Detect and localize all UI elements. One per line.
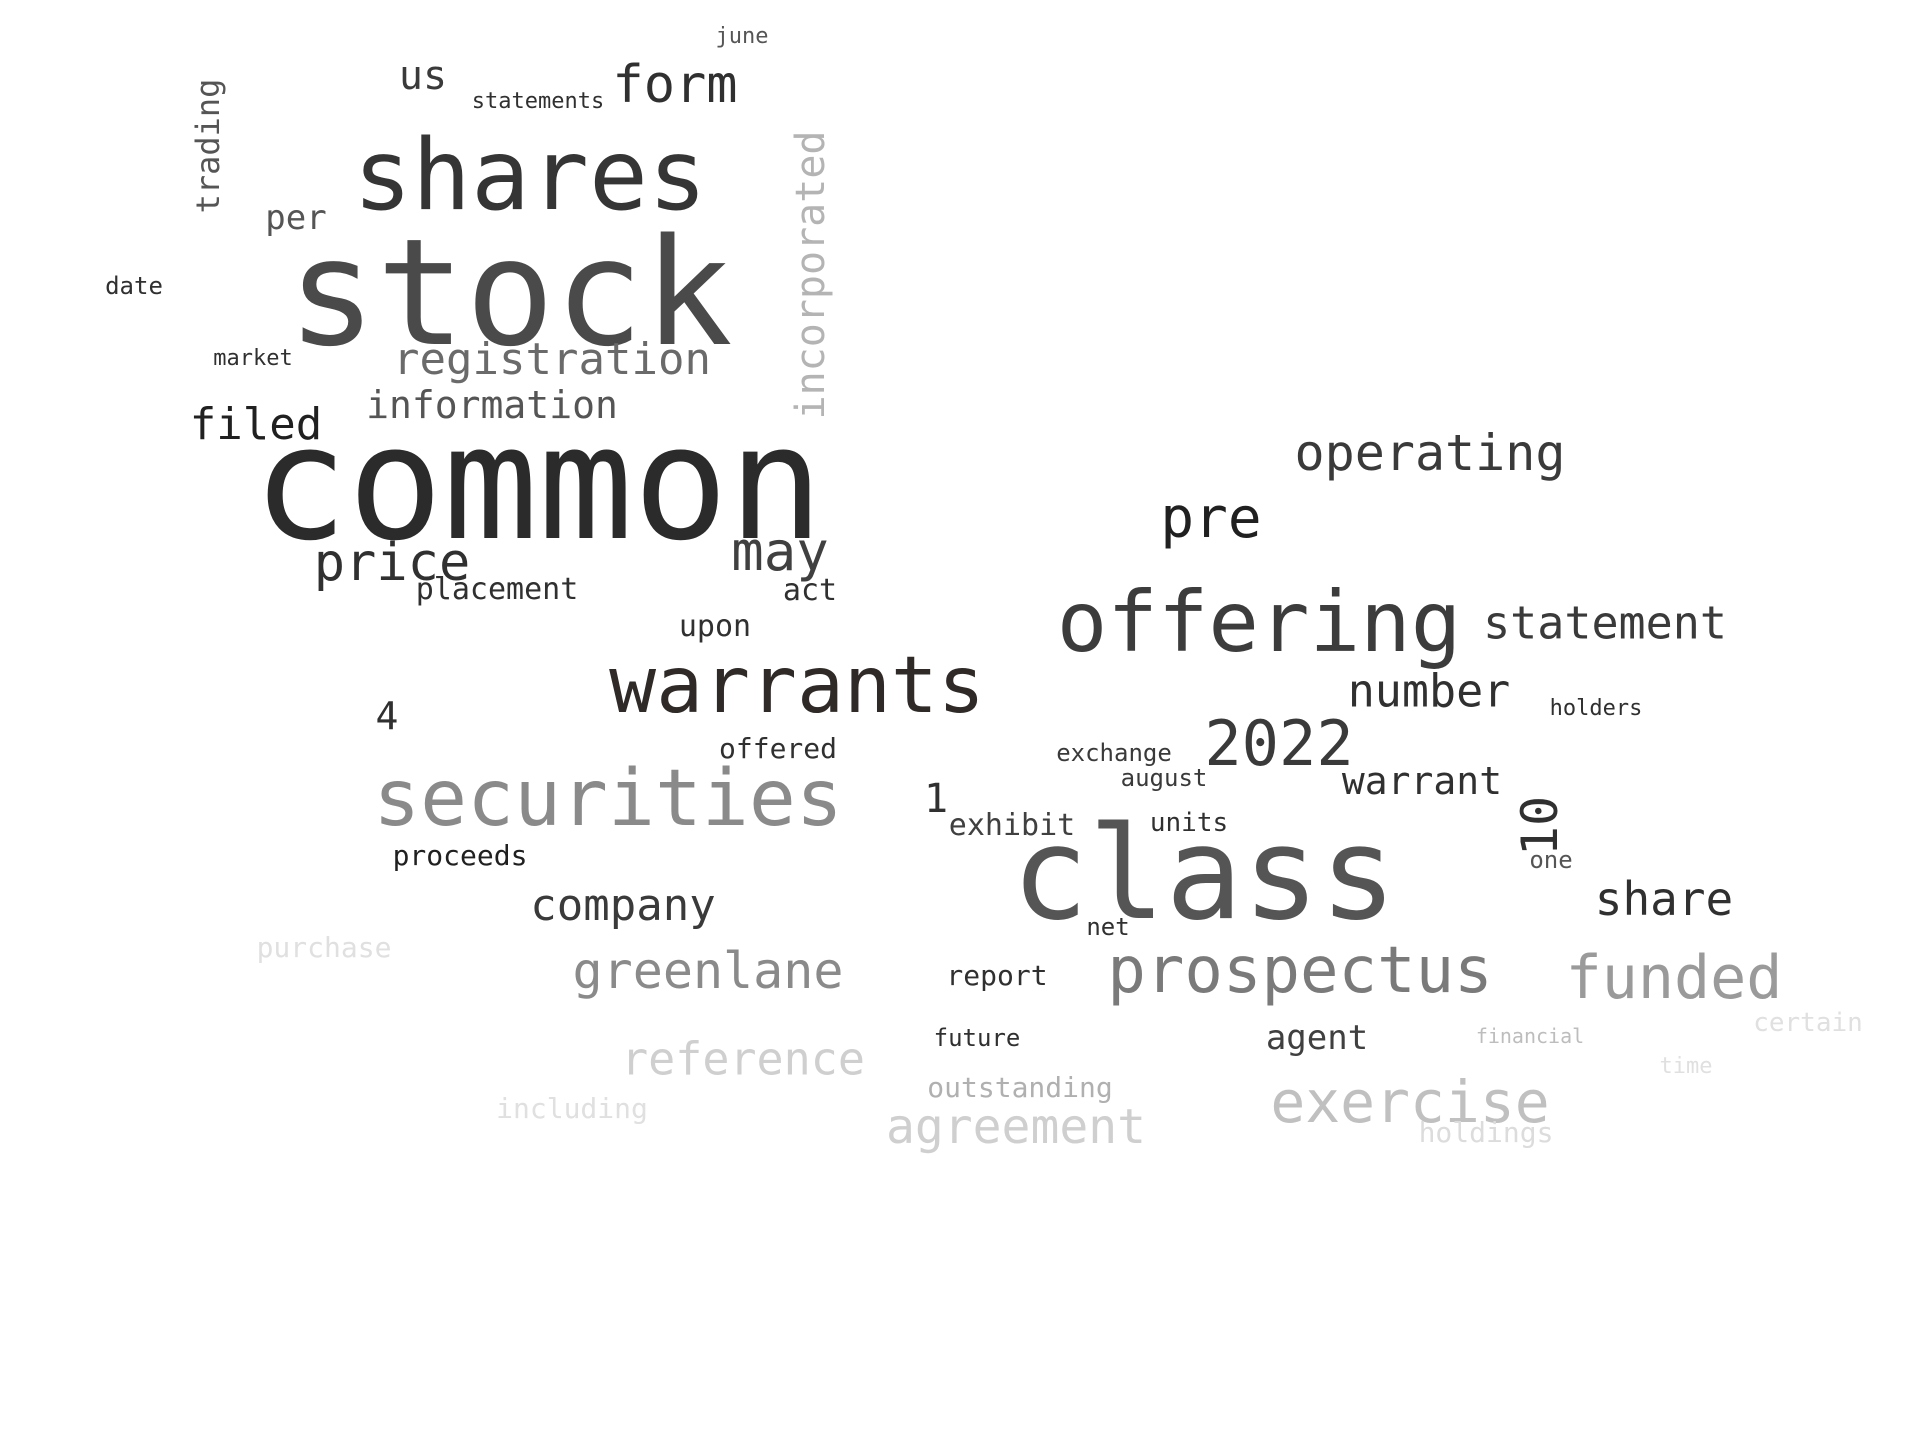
word: pre [1160, 486, 1262, 551]
word: proceeds [392, 839, 528, 872]
word: outstanding [927, 1071, 1113, 1104]
word: incorporated [788, 130, 834, 420]
word: filed [189, 399, 323, 450]
word: exercise [1270, 1068, 1550, 1136]
word: trading [189, 78, 227, 214]
word: 2022 [1204, 707, 1354, 780]
word: placement [415, 572, 579, 607]
word: purchase [256, 931, 392, 964]
word: form [612, 55, 738, 115]
word: upon [678, 609, 752, 644]
word: august [1120, 764, 1208, 792]
word: warrant [1341, 759, 1503, 803]
word: company [530, 880, 716, 931]
word: registration [393, 334, 711, 385]
word: per [265, 198, 327, 238]
word: exchange [1056, 739, 1172, 767]
word: 1 [923, 776, 949, 822]
word: warrants [609, 641, 985, 731]
word: common [252, 392, 824, 576]
word: information [366, 383, 618, 427]
word: time [1659, 1054, 1713, 1079]
word: reference [621, 1032, 865, 1086]
word: price [313, 533, 471, 593]
word: prospectus [1107, 934, 1493, 1008]
word: class [1011, 800, 1397, 949]
word: exhibit [948, 808, 1076, 843]
word: future [933, 1024, 1021, 1052]
word: agreement [885, 1099, 1147, 1155]
word: market [213, 346, 293, 371]
word: share [1594, 872, 1734, 926]
word: us [398, 53, 448, 99]
word: net [1086, 913, 1130, 941]
word: holdings [1418, 1116, 1554, 1149]
word: holders [1549, 696, 1643, 721]
word: stock [287, 207, 733, 379]
word: certain [1753, 1008, 1863, 1038]
word: financial [1475, 1024, 1585, 1048]
word: date [105, 272, 163, 300]
word: statements [471, 89, 605, 114]
word: securities [373, 754, 843, 844]
word: act [782, 573, 838, 608]
word: may [731, 520, 829, 583]
word: 4 [375, 694, 399, 738]
word: offered [718, 732, 838, 765]
word: units [1149, 808, 1229, 838]
word: greenlane [572, 942, 844, 1000]
word: one [1529, 846, 1573, 874]
word: shares [352, 119, 708, 233]
word: report [946, 959, 1048, 992]
word: funded [1565, 943, 1783, 1013]
word: offering [1056, 573, 1462, 671]
word: including [496, 1092, 648, 1125]
word: operating [1294, 424, 1566, 482]
word: agent [1265, 1018, 1369, 1058]
word: june [715, 24, 769, 49]
word: number [1347, 664, 1511, 718]
word: statement [1483, 596, 1727, 650]
